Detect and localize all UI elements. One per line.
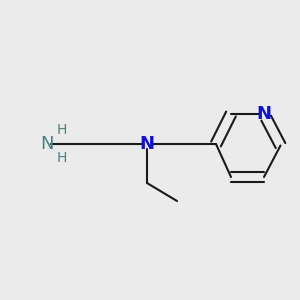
Text: N: N: [256, 105, 272, 123]
Text: N: N: [140, 135, 154, 153]
Text: N: N: [40, 135, 53, 153]
Text: H: H: [56, 151, 67, 164]
Text: H: H: [56, 124, 67, 137]
